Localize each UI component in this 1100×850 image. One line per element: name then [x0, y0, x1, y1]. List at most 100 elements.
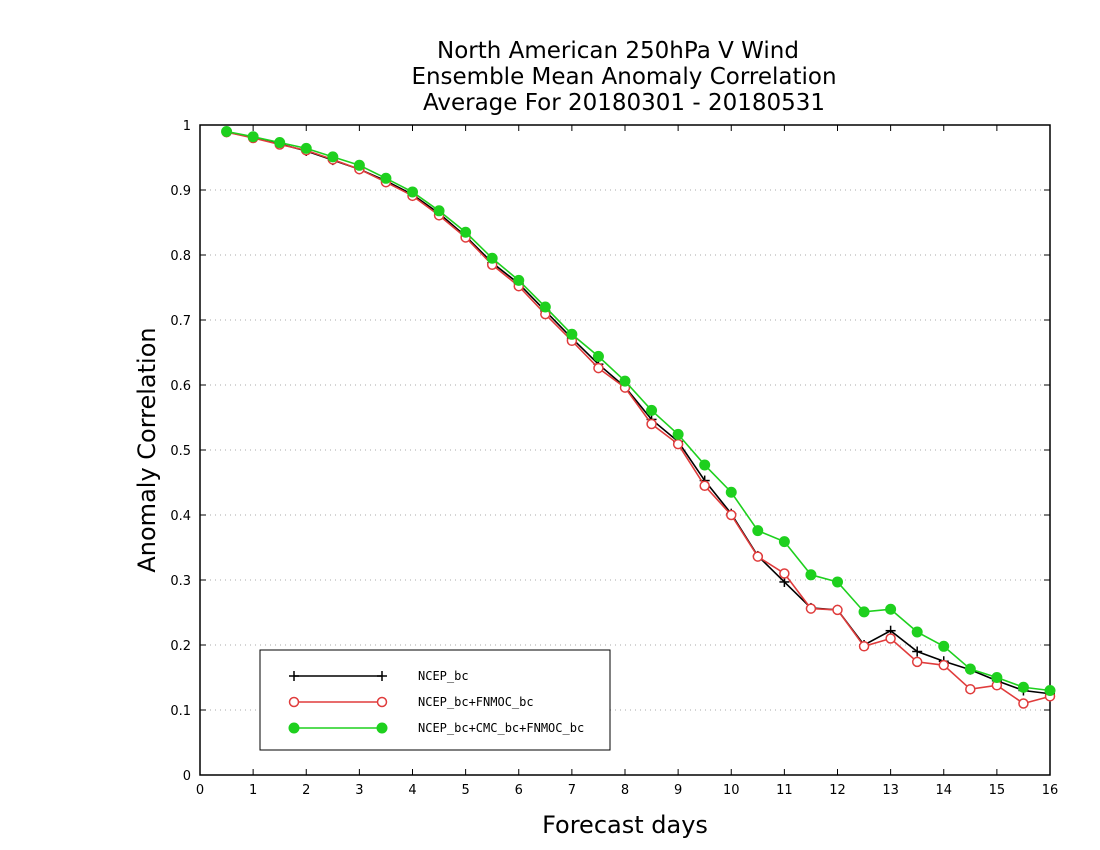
x-tick-label: 9: [674, 783, 682, 798]
data-point: [593, 362, 604, 374]
y-axis-ticks: 0 0.1 0.2 0.3 0.4 0.5 0.6 0.7 0.8 0.9 1: [170, 119, 1050, 784]
y-tick-label: 0.8: [170, 249, 191, 264]
x-tick-label: 13: [882, 783, 899, 798]
x-tick-label: 16: [1042, 783, 1059, 798]
y-tick-label: 0.2: [170, 639, 191, 654]
legend-entry: NCEP_bc+CMC_bc+FNMOC_bc: [288, 721, 584, 735]
y-tick-label: 0.4: [170, 509, 191, 524]
y-tick-label: 0: [183, 769, 191, 784]
y-tick-label: 0.7: [170, 314, 191, 329]
data-point: [300, 142, 312, 154]
x-tick-label: 7: [568, 783, 576, 798]
y-tick-label: 0.9: [170, 184, 191, 199]
legend-marker: [288, 696, 300, 708]
data-point: [991, 672, 1003, 683]
x-tick-label: 6: [515, 783, 523, 798]
legend: NCEP_bc NCEP_bc+FNMOC_bc NCEP_bc+CMC_bc+FN…: [259, 649, 611, 751]
data-point: [938, 640, 950, 652]
legend-label: NCEP_bc+FNMOC_bc: [418, 695, 534, 709]
series-1: [221, 126, 1056, 709]
data-point: [778, 536, 790, 548]
x-tick-label: 14: [935, 783, 952, 798]
data-point: [539, 301, 551, 313]
data-point: [912, 646, 923, 657]
data-point: [353, 159, 365, 171]
legend-marker: [288, 722, 300, 734]
x-tick-label: 5: [461, 783, 469, 798]
legend-label: NCEP_bc+CMC_bc+FNMOC_bc: [418, 721, 584, 735]
data-point: [247, 131, 259, 143]
x-axis-label: Forecast days: [542, 811, 708, 839]
data-point: [858, 606, 870, 618]
series-line: [226, 130, 1051, 692]
data-point: [672, 428, 684, 440]
legend-box: [259, 649, 611, 751]
data-point: [380, 172, 392, 184]
x-tick-label: 11: [776, 783, 793, 798]
x-tick-label: 10: [723, 783, 740, 798]
data-point: [592, 350, 604, 362]
legend-label: NCEP_bc: [418, 669, 469, 683]
x-tick-label: 1: [249, 783, 257, 798]
legend-marker: [289, 671, 299, 681]
x-tick-label: 12: [829, 783, 846, 798]
data-point: [832, 604, 843, 616]
x-tick-label: 2: [302, 783, 310, 798]
data-point: [513, 274, 525, 286]
chart-title-line-2: Ensemble Mean Anomaly Correlation: [411, 64, 836, 90]
data-point: [805, 603, 817, 614]
series-line: [226, 131, 1051, 705]
data-point: [885, 633, 896, 644]
series-2: [221, 126, 1056, 696]
data-point: [805, 569, 817, 581]
data-point: [965, 683, 976, 695]
data-point: [672, 438, 684, 450]
data-point: [646, 404, 658, 416]
data-point: [752, 525, 764, 537]
data-series: [221, 126, 1056, 709]
chart-title: North American 250hPa V Wind Ensemble Me…: [411, 38, 836, 116]
data-point: [726, 509, 737, 521]
data-point: [1044, 685, 1056, 696]
y-tick-label: 0.5: [170, 444, 191, 459]
legend-entry: NCEP_bc+FNMOC_bc: [288, 695, 534, 709]
y-tick-label: 0.6: [170, 379, 191, 394]
legend-marker: [376, 696, 388, 708]
legend-entry: NCEP_bc: [289, 669, 469, 683]
y-tick-label: 0.1: [170, 704, 191, 719]
x-axis-ticks: 0 1 2 3 4 5 6 7 8 9 10 11 12 13 14 15 16: [196, 125, 1058, 798]
data-point: [725, 486, 737, 498]
y-tick-label: 1: [183, 119, 191, 134]
data-point: [327, 151, 339, 163]
x-tick-label: 15: [989, 783, 1006, 798]
chart-title-line-3: Average For 20180301 - 20180531: [423, 90, 825, 116]
y-tick-label: 0.3: [170, 574, 191, 589]
data-point: [885, 603, 897, 615]
data-point: [752, 551, 764, 562]
data-point: [699, 459, 711, 471]
x-tick-label: 3: [355, 783, 363, 798]
series-line: [226, 131, 1051, 695]
data-point: [619, 375, 631, 387]
data-point: [1018, 698, 1029, 709]
data-point: [911, 626, 923, 638]
data-point: [486, 252, 498, 264]
data-point: [911, 656, 923, 668]
data-point: [221, 126, 233, 137]
data-point: [460, 226, 472, 238]
data-point: [646, 418, 657, 430]
data-point: [407, 186, 418, 198]
x-tick-label: 4: [408, 783, 416, 798]
legend-marker: [376, 722, 388, 734]
data-point: [832, 576, 843, 588]
data-point: [938, 659, 949, 671]
data-point: [699, 480, 710, 491]
legend-marker: [377, 671, 387, 681]
data-point: [964, 663, 976, 675]
series-0: [221, 127, 1055, 699]
data-point: [566, 328, 578, 340]
data-point: [274, 137, 286, 149]
data-point: [433, 205, 445, 217]
data-point: [858, 641, 870, 652]
